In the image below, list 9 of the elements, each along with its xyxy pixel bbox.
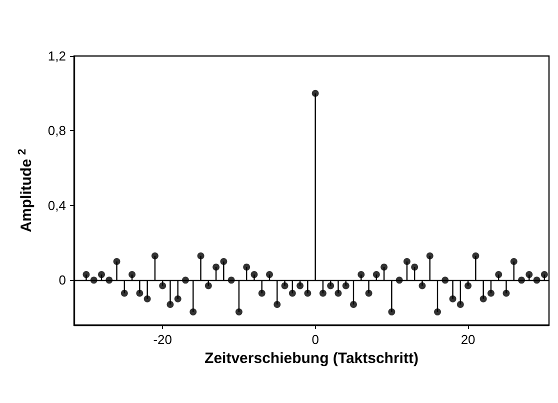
y-axis-title: Amplitude 2: [16, 148, 35, 232]
y-tick-label: 1,2: [48, 48, 66, 64]
x-tick-label: 0: [312, 332, 319, 347]
x-axis-title: Zeitverschiebung (Taktschritt): [204, 350, 418, 367]
x-tick-label: 20: [460, 332, 476, 347]
y-tick-label: 0: [58, 272, 66, 288]
x-tick-label: -20: [153, 332, 172, 347]
y-tick-label: 0,4: [48, 198, 66, 213]
y-tick-label: 0,8: [48, 123, 66, 138]
